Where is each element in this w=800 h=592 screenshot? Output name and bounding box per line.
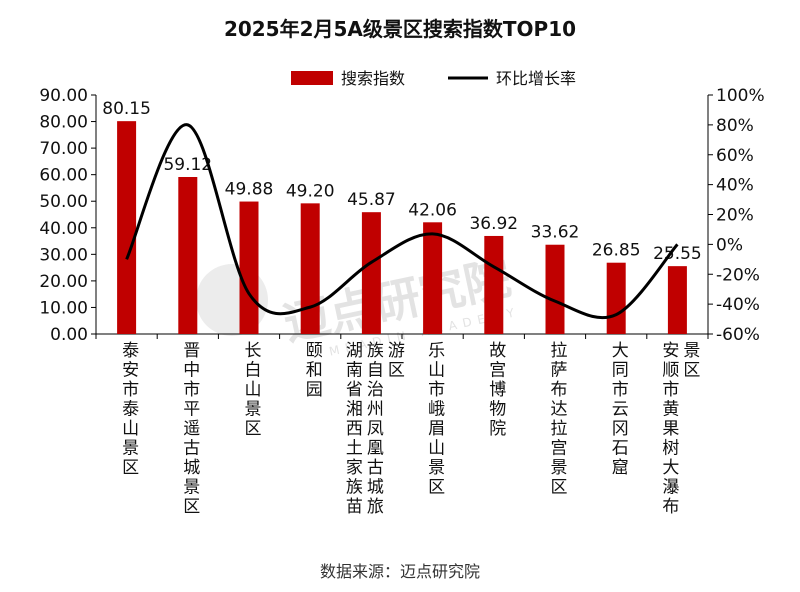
bar [300, 203, 320, 334]
y-tick-label-left: 20.00 [39, 272, 88, 292]
y-tick-label-left: 50.00 [39, 192, 88, 212]
chart-title: 2025年2月5A级景区搜索指数TOP10 [224, 17, 576, 41]
y-tick-label-right: -40% [716, 295, 760, 315]
legend-label-line: 环比增长率 [496, 69, 576, 88]
y-tick-label-left: 0.00 [50, 325, 88, 345]
bar-value-label: 25.55 [653, 244, 702, 264]
bar-value-label: 36.92 [469, 214, 518, 234]
x-tick-label: 安顺市黄果树大瀑布景区 [662, 341, 700, 517]
bar-value-label: 49.88 [225, 180, 274, 200]
line-series [125, 123, 679, 320]
bar-value-label: 80.15 [102, 99, 151, 119]
bar [545, 244, 565, 334]
x-tick-label: 乐山市峨眉山景区 [428, 341, 445, 498]
bar [667, 266, 687, 334]
x-tick-label: 长白山景区 [245, 341, 262, 439]
x-tick-label: 大同市云冈石窟 [612, 341, 629, 478]
legend-label-bar: 搜索指数 [341, 69, 405, 88]
bar [178, 177, 198, 334]
plot-area: 0.00 10.00 20.00 30.00 40.00 50.00 60.00 70.00 8… [39, 86, 764, 517]
bar-value-label: 49.20 [286, 181, 335, 201]
bar-value-label: 59.12 [163, 155, 212, 175]
legend: 搜索指数 环比增长率 [291, 69, 576, 88]
y-tick-label-left: 60.00 [39, 166, 88, 186]
bar [361, 212, 381, 334]
y-tick-label-right: -20% [716, 265, 760, 285]
x-tick-label: 故宫博物院 [489, 341, 506, 439]
y-tick-label-right: 60% [716, 146, 754, 166]
y-tick-label-right: -60% [716, 325, 760, 345]
bar [606, 262, 626, 334]
x-tick-label: 拉萨布达拉宫景区 [551, 341, 568, 498]
y-tick-label-left: 70.00 [39, 139, 88, 159]
x-tick-label: 晋中市平遥古城景区 [183, 341, 200, 517]
bar [423, 222, 443, 334]
bar [484, 235, 504, 334]
y-tick-label-right: 0% [716, 235, 743, 255]
bar [239, 201, 259, 334]
x-tick-label: 湖南省湘西土家族苗族自治州凤凰古城旅游区 [346, 341, 405, 517]
y-tick-label-right: 20% [716, 206, 754, 226]
bar-value-label: 33.62 [531, 223, 580, 243]
bar-value-label: 42.06 [408, 200, 457, 220]
x-tick-label: 泰安市泰山景区 [122, 341, 139, 478]
y-tick-label-right: 40% [716, 176, 754, 196]
y-tick-label-left: 80.00 [39, 113, 88, 133]
y-tick-label-left: 40.00 [39, 219, 88, 239]
source-note: 数据来源：迈点研究院 [320, 562, 480, 581]
y-tick-label-left: 90.00 [39, 86, 88, 106]
x-tick-label: 颐和园 [306, 341, 323, 400]
y-tick-label-left: 10.00 [39, 298, 88, 318]
bar-value-label: 45.87 [347, 190, 396, 210]
y-tick-label-right: 80% [716, 116, 754, 136]
y-tick-label-right: 100% [716, 86, 765, 106]
bar-value-label: 26.85 [592, 241, 641, 261]
bar [117, 121, 137, 334]
y-tick-label-left: 30.00 [39, 245, 88, 265]
legend-swatch-bar [291, 71, 333, 85]
